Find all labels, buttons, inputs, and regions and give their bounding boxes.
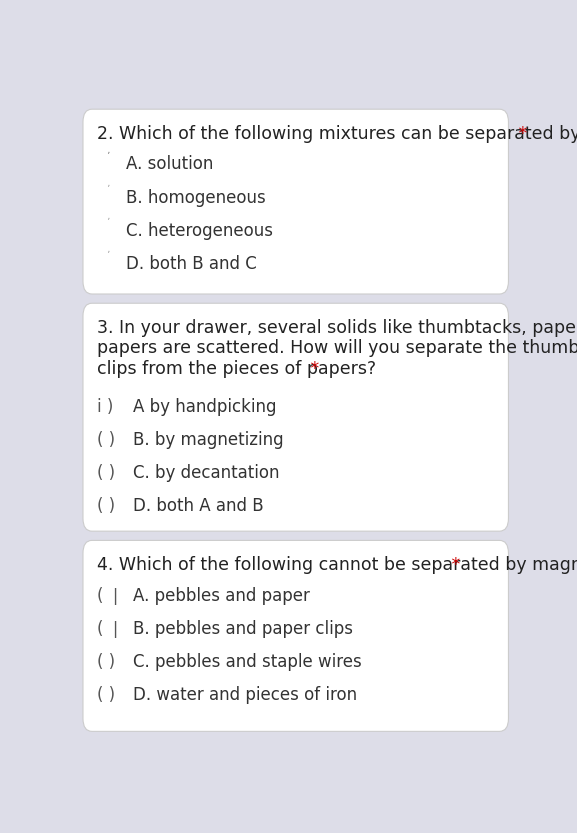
Text: *: * xyxy=(305,360,319,378)
Text: D. both B and C: D. both B and C xyxy=(126,255,256,272)
Text: A. pebbles and paper: A. pebbles and paper xyxy=(133,586,310,605)
Text: C. by decantation: C. by decantation xyxy=(133,464,280,482)
Text: ʼ: ʼ xyxy=(106,184,110,194)
Text: B. homogeneous: B. homogeneous xyxy=(126,188,265,207)
Text: ( ): ( ) xyxy=(97,653,115,671)
Text: C. pebbles and staple wires: C. pebbles and staple wires xyxy=(133,653,362,671)
Text: ʼ: ʼ xyxy=(106,151,110,161)
FancyBboxPatch shape xyxy=(83,303,508,531)
Text: C. heterogeneous: C. heterogeneous xyxy=(126,222,272,240)
Text: D. water and pieces of iron: D. water and pieces of iron xyxy=(133,686,358,704)
Text: *: * xyxy=(447,556,460,574)
Text: ( ): ( ) xyxy=(97,686,115,704)
Text: ʼ: ʼ xyxy=(106,217,110,227)
Text: 2. Which of the following mixtures can be separated by handpicking?: 2. Which of the following mixtures can b… xyxy=(97,125,577,142)
Text: papers are scattered. How will you separate the thumbtacks and paper: papers are scattered. How will you separ… xyxy=(97,339,577,357)
Text: ʼ: ʼ xyxy=(106,250,110,260)
Text: ( ❘: ( ❘ xyxy=(97,586,122,605)
Text: clips from the pieces of papers?: clips from the pieces of papers? xyxy=(97,360,376,378)
Text: B. pebbles and paper clips: B. pebbles and paper clips xyxy=(133,620,353,638)
Text: *: * xyxy=(513,125,527,142)
FancyBboxPatch shape xyxy=(83,541,508,731)
Text: ( ): ( ) xyxy=(97,464,115,482)
Text: A by handpicking: A by handpicking xyxy=(133,398,277,416)
Text: ( ❘: ( ❘ xyxy=(97,620,122,638)
FancyBboxPatch shape xyxy=(83,109,508,294)
Text: 3. In your drawer, several solids like thumbtacks, paper clips and pieces of: 3. In your drawer, several solids like t… xyxy=(97,319,577,337)
Text: 4. Which of the following cannot be separated by magnetizing?: 4. Which of the following cannot be sepa… xyxy=(97,556,577,574)
Text: i ): i ) xyxy=(97,398,113,416)
Text: ( ): ( ) xyxy=(97,497,115,516)
Text: A. solution: A. solution xyxy=(126,156,213,173)
Text: D. both A and B: D. both A and B xyxy=(133,497,264,516)
Text: B. by magnetizing: B. by magnetizing xyxy=(133,431,284,449)
Text: ( ): ( ) xyxy=(97,431,115,449)
